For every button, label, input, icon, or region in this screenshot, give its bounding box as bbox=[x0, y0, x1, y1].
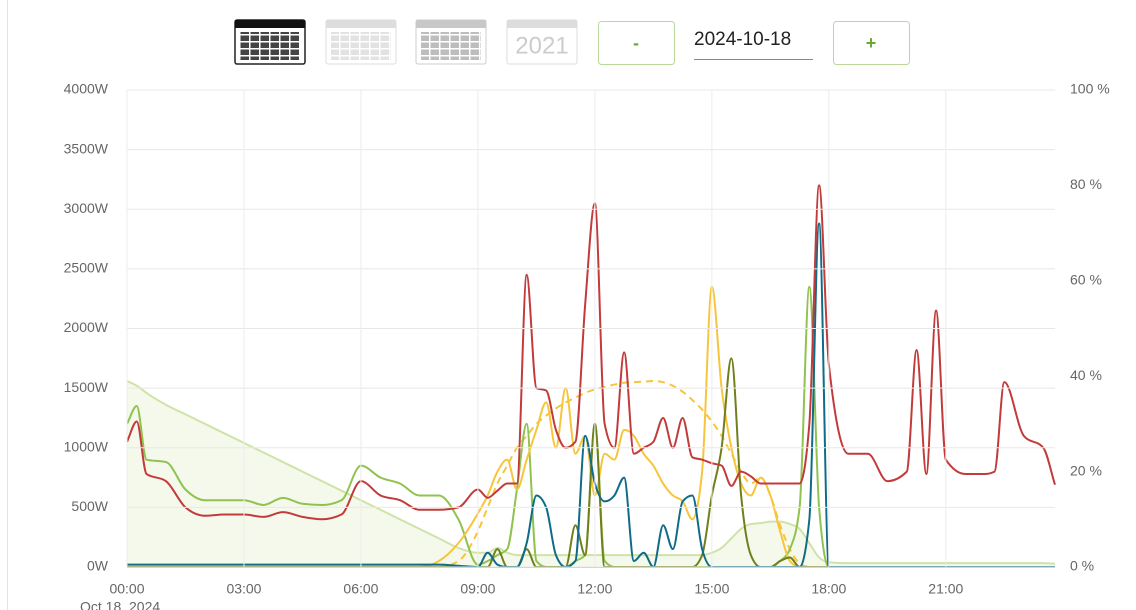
x-tick-label: 06:00 bbox=[343, 581, 378, 597]
year-icon-header bbox=[507, 20, 577, 28]
x-tick-label: 12:00 bbox=[577, 581, 612, 597]
y2-tick-label: 40 % bbox=[1070, 367, 1102, 383]
y-tick-label: 3500W bbox=[64, 140, 109, 156]
series-line bbox=[127, 380, 1056, 565]
x-tick-label: 21:00 bbox=[928, 581, 963, 597]
x-tick-label: 15:00 bbox=[694, 581, 729, 597]
year-button[interactable]: 2021 bbox=[506, 19, 578, 65]
month-icon-header bbox=[235, 20, 305, 28]
month-icon-cells bbox=[240, 32, 300, 60]
y-tick-label: 2500W bbox=[64, 260, 109, 276]
y-tick-label: 4000W bbox=[64, 81, 109, 97]
next-day-label[interactable]: + bbox=[866, 33, 877, 53]
y-tick-label: 0W bbox=[87, 558, 109, 574]
month-view-button[interactable] bbox=[234, 19, 306, 65]
y-tick-label: 1000W bbox=[64, 438, 109, 454]
plot-area bbox=[127, 184, 1056, 568]
y2-tick-label: 80 % bbox=[1070, 176, 1102, 192]
next-day-button[interactable] bbox=[833, 21, 910, 65]
week-icon-cells bbox=[331, 32, 391, 60]
y2-tick-label: 20 % bbox=[1070, 462, 1102, 478]
series-line bbox=[127, 184, 1056, 521]
y-tick-label: 1500W bbox=[64, 379, 109, 395]
x-tick-label: 09:00 bbox=[460, 581, 495, 597]
area-fill bbox=[127, 380, 1055, 567]
y2-tick-label: 0 % bbox=[1070, 558, 1094, 574]
date-input[interactable]: 2024-10-18 bbox=[694, 29, 791, 50]
date-axis-label: Oct 18, 2024 bbox=[80, 599, 160, 610]
y2-tick-label: 100 % bbox=[1070, 81, 1110, 97]
y-tick-label: 500W bbox=[71, 498, 108, 514]
grid-icon-cells bbox=[421, 32, 481, 60]
grid-icon-header bbox=[416, 20, 486, 28]
x-tick-label: 00:00 bbox=[109, 581, 144, 597]
previous-day-label[interactable]: - bbox=[633, 33, 639, 53]
year-button-label[interactable]: 2021 bbox=[515, 32, 568, 59]
previous-day-button[interactable] bbox=[598, 21, 675, 65]
y-tick-label: 2000W bbox=[64, 319, 109, 335]
y-tick-label: 3000W bbox=[64, 200, 109, 216]
week-icon-header bbox=[326, 20, 396, 28]
x-tick-label: 18:00 bbox=[811, 581, 846, 597]
week-view-button[interactable] bbox=[325, 19, 397, 65]
year-grid-button[interactable] bbox=[415, 19, 487, 65]
x-tick-label: 03:00 bbox=[226, 581, 261, 597]
y2-tick-label: 60 % bbox=[1070, 272, 1102, 288]
